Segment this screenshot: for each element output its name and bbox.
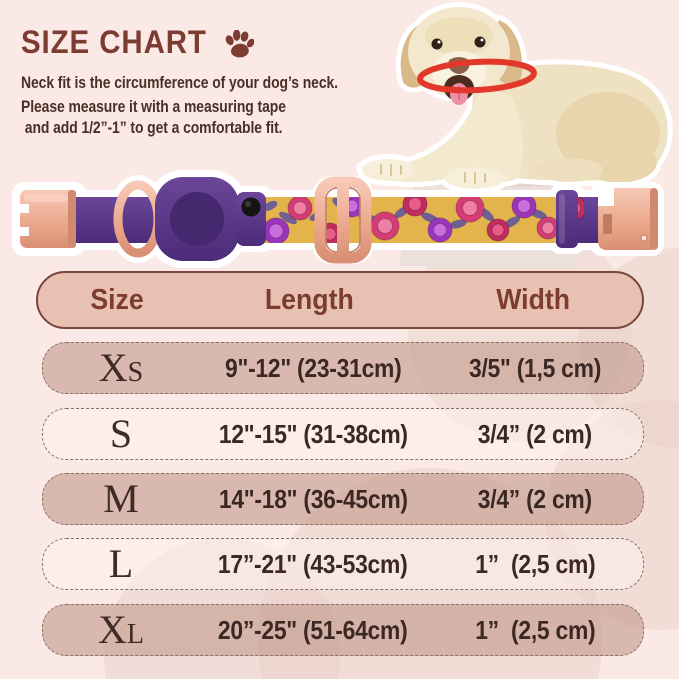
paw-icon — [225, 30, 254, 58]
collar-buckle — [20, 190, 76, 248]
size-label: Xl — [98, 607, 144, 652]
intro-line-3: and add 1/2”-1” to get a comfortable fit… — [21, 118, 283, 137]
collar-keeper — [556, 190, 578, 248]
collar-slider — [314, 176, 372, 264]
width-value: 3/5" (1,5 cm) — [468, 352, 602, 383]
table-header-row: Size Length Width — [36, 271, 644, 329]
column-header-size: Size — [89, 283, 144, 316]
intro-line-2: Please measure it with a measuring tape — [21, 97, 286, 116]
width-value: 3/4” (2 cm) — [477, 418, 593, 449]
length-value: 17”-21" (43-53cm) — [218, 548, 408, 579]
dog-eye — [474, 36, 486, 48]
size-label: L — [108, 541, 134, 586]
length-value: 9"-12" (23-31cm) — [224, 352, 402, 383]
neck-measure-ring — [417, 58, 537, 94]
length-value: 20”-25" (51-64cm) — [218, 614, 408, 645]
table-row-xl: Xl 20”-25" (51-64cm) 1” (2,5 cm) — [42, 604, 644, 656]
length-value: 12"-15" (31-38cm) — [218, 418, 408, 449]
size-label: M — [103, 476, 139, 521]
table-row-m: M 14"-18" (36-45cm) 3/4” (2 cm) — [42, 473, 644, 525]
intro-line-1: Neck fit is the circumference of your do… — [21, 73, 338, 92]
width-value: 3/4” (2 cm) — [477, 483, 593, 514]
width-value: 1” (2,5 cm) — [474, 548, 596, 579]
length-value: 14"-18" (36-45cm) — [218, 483, 408, 514]
collar-clasp — [598, 188, 658, 250]
column-header-length: Length — [265, 283, 355, 316]
table-row-xs: Xs 9"-12" (23-31cm) 3/5" (1,5 cm) — [42, 342, 644, 394]
page-title-text: SIZE CHART — [21, 24, 207, 60]
column-header-width: Width — [496, 283, 571, 316]
table-row-l: L 17”-21" (43-53cm) 1” (2,5 cm) — [42, 538, 644, 590]
collar-illustration — [12, 170, 664, 268]
size-label: S — [109, 411, 133, 456]
airtag-holder — [155, 177, 239, 261]
size-label: Xs — [98, 345, 144, 390]
dog-eye — [431, 38, 443, 50]
page-title: SIZE CHART — [21, 24, 223, 60]
table-row-s: S 12"-15" (31-38cm) 3/4” (2 cm) — [42, 408, 644, 460]
snap-button — [236, 192, 266, 246]
width-value: 1” (2,5 cm) — [474, 614, 596, 645]
